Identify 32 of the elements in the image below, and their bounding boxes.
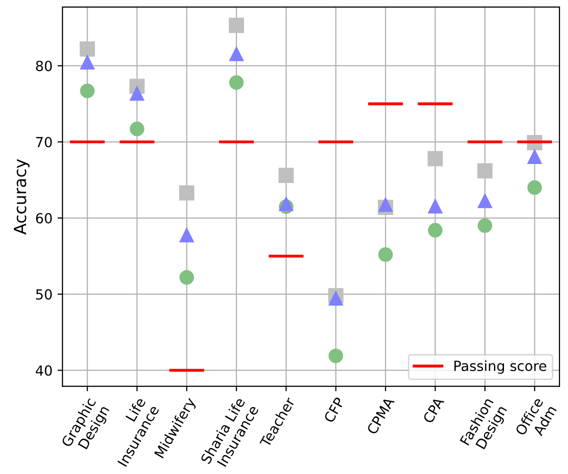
x-tick-label: CPA	[422, 396, 444, 424]
y-axis-title: Accuracy	[14, 159, 30, 235]
point	[80, 54, 95, 70]
point	[278, 196, 294, 212]
point	[179, 270, 194, 285]
point	[278, 168, 294, 183]
point	[179, 227, 194, 242]
point	[228, 46, 244, 62]
point	[179, 185, 194, 201]
point	[328, 348, 344, 364]
point	[80, 41, 95, 57]
y-tick-label: 70	[36, 136, 52, 148]
point	[130, 122, 144, 136]
point	[428, 198, 443, 214]
y-tick-label: 80	[36, 60, 52, 72]
point	[129, 86, 145, 101]
point	[527, 180, 542, 195]
point	[80, 84, 95, 98]
point	[229, 75, 244, 90]
point	[527, 148, 542, 164]
y-tick-label: 60	[36, 213, 52, 224]
point	[378, 196, 394, 212]
point	[477, 163, 493, 178]
legend-label: Passing score	[454, 360, 546, 374]
y-tick-label: 50	[36, 289, 52, 300]
point	[428, 151, 443, 166]
y-tick-label: 40	[36, 365, 52, 376]
point	[428, 222, 443, 238]
point	[228, 18, 244, 33]
point	[378, 247, 393, 262]
point	[477, 192, 493, 208]
point	[478, 218, 492, 233]
